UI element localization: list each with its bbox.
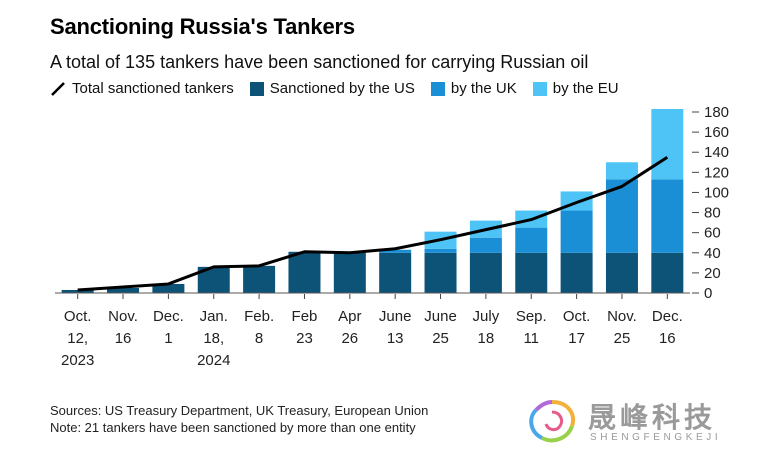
watermark-en: SHENGFENGKEJI (590, 432, 722, 443)
x-tick-label-8-1: 25 (432, 330, 449, 347)
y-tick-label-120: 120 (704, 164, 729, 181)
x-tick-label-7-0: June (379, 308, 412, 325)
bar-eu-12 (605, 162, 638, 180)
legend-item-eu: by the EU (532, 80, 619, 97)
legend-item-uk: by the UK (430, 80, 517, 97)
legend-label-eu: by the EU (552, 80, 619, 97)
bar-uk-13 (651, 179, 684, 253)
x-tick-label-0-1: 12, (67, 330, 88, 347)
x-tick-label-0-0: Oct. (64, 308, 92, 325)
x-tick-label-5-0: Feb (292, 308, 318, 325)
x-tick-label-6-0: Apr (338, 308, 361, 325)
bar-uk-11 (560, 210, 593, 253)
bar-us-8 (424, 252, 457, 293)
bar-us-7 (379, 252, 412, 293)
x-tick-label-7-1: 13 (387, 330, 404, 347)
bar-us-6 (333, 252, 366, 293)
x-tick-label-2-1: 1 (164, 330, 172, 347)
bar-uk-10 (515, 227, 548, 253)
bar-us-5 (288, 251, 321, 293)
y-tick-label-180: 180 (704, 104, 729, 121)
x-tick-label-6-1: 26 (341, 330, 358, 347)
bar-us-2 (152, 283, 185, 293)
bar-us-12 (605, 252, 638, 293)
legend-label-uk: by the UK (450, 80, 517, 97)
legend-swatch-us (249, 81, 264, 96)
legend-swatch-eu (532, 81, 547, 96)
bar-us-9 (469, 252, 502, 293)
x-tick-label-3-1: 18, (203, 330, 224, 347)
chart-legend: Total sanctioned tankers Sanctioned by t… (50, 80, 635, 97)
watermark-logo: 晟峰科技 SHENGFENGKEJI (524, 396, 754, 446)
x-tick-label-12-0: Nov. (607, 308, 637, 325)
bar-us-13 (651, 252, 684, 293)
bar-us-0 (61, 289, 94, 293)
x-tick-label-4-1: 8 (255, 330, 263, 347)
bar-uk-7 (379, 249, 412, 253)
y-tick-label-160: 160 (704, 124, 729, 141)
chart-subtitle: A total of 135 tankers have been sanctio… (50, 52, 589, 72)
y-tick-label-20: 20 (704, 265, 721, 282)
x-tick-label-1-1: 16 (115, 330, 132, 347)
x-tick-label-13-1: 16 (659, 330, 676, 347)
x-tick-label-11-0: Oct. (563, 308, 591, 325)
y-tick-label-40: 40 (704, 245, 721, 262)
x-tick-label-12-1: 25 (614, 330, 631, 347)
x-tick-label-9-1: 18 (478, 330, 495, 347)
x-tick-label-11-1: 17 (568, 330, 585, 347)
watermark-cn: 晟峰科技 (588, 402, 717, 433)
total-line (77, 155, 669, 292)
legend-label-us: Sanctioned by the US (269, 80, 415, 97)
swirl-logo-icon (529, 400, 575, 443)
y-tick-label-100: 100 (704, 184, 729, 201)
legend-item-total: Total sanctioned tankers (50, 80, 234, 97)
bar-eu-13 (651, 108, 684, 180)
legend-item-us: Sanctioned by the US (249, 80, 415, 97)
x-tick-label-1-0: Nov. (108, 308, 138, 325)
x-tick-label-10-0: Sep. (516, 308, 547, 325)
y-tick-label-0: 0 (704, 285, 712, 302)
sources-text: Sources: US Treasury Department, UK Trea… (50, 403, 429, 418)
bar-uk-9 (469, 237, 502, 253)
bar-us-11 (560, 252, 593, 293)
x-tick-label-5-1: 23 (296, 330, 313, 347)
x-tick-label-10-1: 11 (523, 330, 539, 347)
y-tick-label-140: 140 (704, 144, 729, 161)
bar-uk-8 (424, 248, 457, 253)
x-tick-label-8-0: June (424, 308, 457, 325)
chart-title: Sanctioning Russia's Tankers (50, 14, 355, 39)
x-tick-label-3-2: 2024 (197, 352, 230, 369)
x-tick-label-13-0: Dec. (652, 308, 683, 325)
x-tick-label-2-0: Dec. (153, 308, 184, 325)
x-tick-label-0-2: 2023 (61, 352, 94, 369)
y-tick-label-60: 60 (704, 225, 721, 242)
note-text: Note: 21 tankers have been sanctioned by… (50, 420, 416, 435)
line-swatch-icon (51, 81, 65, 96)
y-tick-label-80: 80 (704, 205, 721, 222)
legend-swatch-uk (430, 81, 445, 96)
bar-us-4 (243, 265, 276, 293)
bar-us-10 (515, 252, 548, 293)
x-tick-label-9-0: July (473, 308, 500, 325)
bar-us-1 (107, 287, 140, 293)
legend-label-total: Total sanctioned tankers (72, 80, 234, 97)
x-tick-label-3-0: Jan. (200, 308, 228, 325)
x-tick-label-4-0: Feb. (244, 308, 274, 325)
